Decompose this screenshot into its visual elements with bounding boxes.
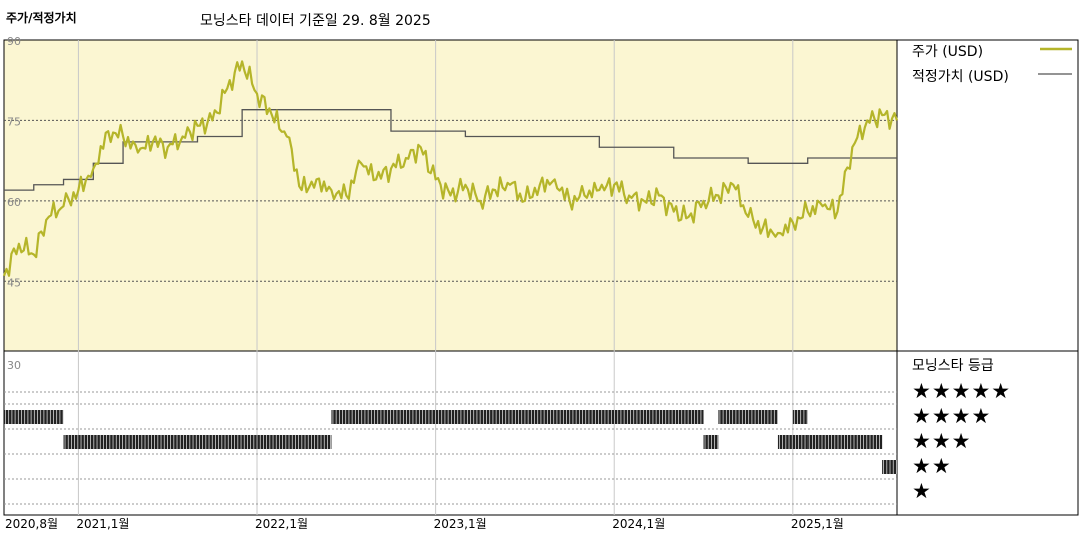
price-line — [2, 60, 899, 277]
rating-bar-4-stars — [792, 410, 808, 424]
rating-4-stars: ★★★★ — [912, 404, 992, 428]
rating-bar-fill — [792, 410, 808, 424]
rating-bar-3-stars — [703, 435, 719, 449]
rating-1-star: ★ — [912, 479, 932, 503]
y-tick-label: 45 — [7, 276, 21, 289]
legend-swatches — [1038, 47, 1072, 75]
outer-frame — [3, 39, 1079, 516]
x-tick-label: 2023,1월 — [434, 517, 487, 531]
rating-bar-3-stars — [777, 435, 808, 449]
rating-axis-tick: 30 — [7, 359, 21, 372]
rating-bar-4-stars — [331, 410, 704, 424]
y-tick-label: 75 — [7, 115, 21, 128]
chart-title: 주가/적정가치 — [6, 11, 77, 25]
tick-labels: 90 75 60 45 30 2020,8월 2021,1월 2022,1월 2023,1월 20… — [5, 35, 844, 531]
x-tick-label: 2025,1월 — [791, 517, 844, 531]
legend-fair-value-label: 적정가치 (USD) — [912, 69, 1009, 85]
x-tick-label: 2020,8월 — [5, 517, 58, 531]
rating-bar-4-stars — [718, 410, 778, 424]
rating-bar-fill — [4, 410, 64, 424]
x-tick-label: 2022,1월 — [255, 517, 308, 531]
rating-bar-2-stars — [882, 460, 897, 474]
rating-bar-fill — [882, 460, 897, 474]
rating-bar-fill — [703, 435, 719, 449]
rating-legend-title: 모닝스타 등급 — [912, 358, 994, 374]
y-tick-label: 60 — [7, 196, 21, 209]
rating-bars — [4, 410, 897, 474]
chart-lines — [2, 60, 899, 277]
x-tick-label: 2024,1월 — [612, 517, 665, 531]
rating-bar-fill — [718, 410, 778, 424]
rating-bar-fill — [777, 435, 808, 449]
rating-bar-fill — [63, 435, 332, 449]
rating-5-stars: ★★★★★ — [912, 379, 1012, 403]
fair-value-line — [4, 109, 897, 191]
chart-grid — [4, 40, 897, 515]
rating-bar-3-stars — [63, 435, 332, 449]
data-date-subtitle: 모닝스타 데이터 기준일 29. 8월 2025 — [200, 13, 431, 29]
y-tick-label: 90 — [7, 35, 21, 48]
rating-3-stars: ★★★ — [912, 429, 972, 453]
x-tick-label: 2021,1월 — [76, 517, 129, 531]
rating-bar-3-stars — [807, 435, 883, 449]
rating-bar-4-stars — [4, 410, 64, 424]
legend-price-label: 주가 (USD) — [912, 44, 984, 60]
rating-bar-fill — [331, 410, 704, 424]
rating-2-stars: ★★ — [912, 454, 952, 478]
